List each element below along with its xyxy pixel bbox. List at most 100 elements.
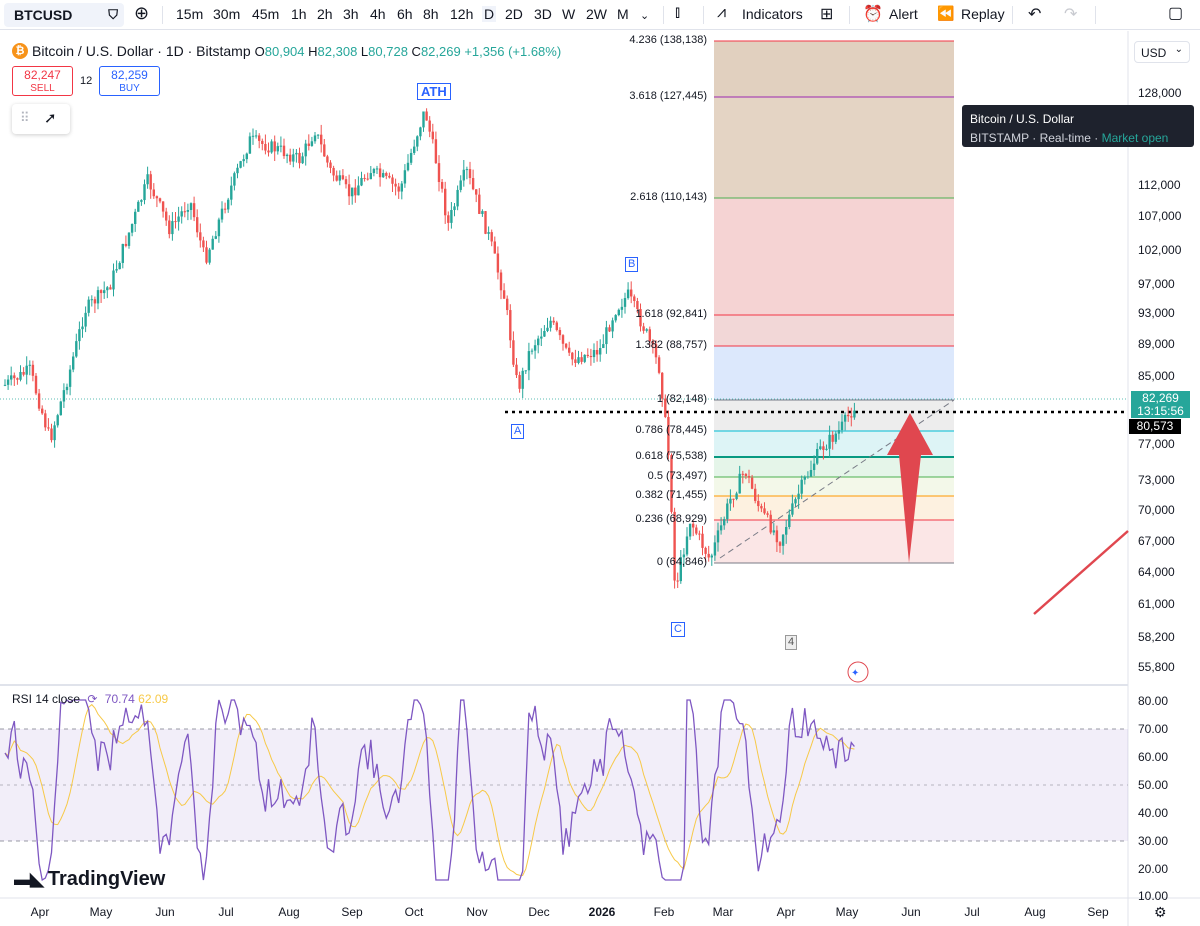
candle-body (264, 143, 267, 151)
candle-body (831, 434, 834, 442)
wave-label-ath[interactable]: ATH (417, 83, 451, 100)
candles-icon[interactable]: ⫾ (675, 4, 681, 21)
candle-body (502, 290, 506, 299)
time-tick: Jul (218, 905, 234, 919)
interval-30m[interactable]: 30m (213, 6, 241, 22)
rsi-tick: 10.00 (1138, 889, 1169, 903)
tradingview-logo[interactable]: ▬◣ TradingView (14, 868, 165, 891)
undo-icon[interactable]: ↶ (1028, 6, 1042, 23)
currency-selector[interactable]: USD ⌄ (1134, 41, 1190, 63)
candle-body (747, 475, 751, 478)
candle-body (738, 473, 741, 494)
candle-body (140, 200, 143, 202)
buy-button[interactable]: 82,259 BUY (99, 66, 160, 96)
up-arrow-drawing[interactable] (887, 413, 933, 563)
interval-4h[interactable]: 4h (370, 6, 386, 22)
interval-15m[interactable]: 15m (176, 6, 204, 22)
data-source-icon[interactable]: ⛉ (108, 7, 118, 22)
time-tick: May (89, 905, 113, 919)
rsi-tick: 80.00 (1138, 694, 1169, 708)
indicators-icon[interactable]: ⩘ (717, 4, 727, 21)
spread-value: 12 (80, 75, 93, 87)
fib-label-2618: 2.618 (110,143) (630, 191, 707, 203)
candle-body (437, 163, 441, 183)
drag-handle-icon[interactable]: ⠿ (20, 110, 30, 125)
time-tick: Apr (776, 905, 796, 919)
interval-6h[interactable]: 6h (397, 6, 413, 22)
candle-body (599, 348, 602, 355)
crosshair-price-tag: 80,573 (1129, 419, 1181, 434)
candle-body (391, 177, 394, 184)
candle-body (214, 236, 217, 239)
fib-extension-tool[interactable] (714, 40, 955, 564)
replay-icon[interactable]: ⏪ (937, 5, 955, 21)
price-tick: 102,000 (1138, 243, 1182, 257)
fullscreen-icon[interactable]: ▢ (1168, 5, 1184, 22)
interval-1w[interactable]: W (562, 6, 576, 22)
candle-body (13, 375, 16, 379)
wave-label-a[interactable]: A (511, 424, 525, 439)
fib-zone (714, 346, 954, 400)
wave-label-c[interactable]: C (671, 622, 685, 637)
candle-body (254, 135, 258, 137)
price-tick: 93,000 (1138, 306, 1175, 320)
candle-body (425, 111, 428, 121)
refresh-icon[interactable]: ⟳ (87, 692, 98, 706)
layout-grid-icon[interactable]: ⊞ (820, 6, 834, 23)
price-tick: 89,000 (1138, 337, 1175, 351)
symbol-title: Bitcoin / U.S. Dollar · 1D · Bitstamp (32, 43, 251, 59)
wave-label-b[interactable]: B (625, 257, 639, 272)
interval-45m[interactable]: 45m (252, 6, 280, 22)
candle-body (524, 370, 527, 372)
tooltip-title: Bitcoin / U.S. Dollar (970, 112, 1075, 126)
interval-2d[interactable]: 2D (505, 6, 523, 22)
candle-body (385, 173, 388, 176)
symbol-search-button[interactable]: BTCUSD ⛉ (4, 3, 124, 27)
price-tick: 64,000 (1138, 565, 1175, 579)
news-flag-icon[interactable] (847, 661, 869, 683)
indicators-button[interactable]: Indicators (742, 6, 803, 22)
candle-body (515, 364, 518, 376)
add-symbol-icon[interactable]: ⊕ (134, 3, 150, 23)
interval-1d[interactable]: D (482, 6, 497, 22)
candle-body (620, 306, 624, 310)
cursor-arrow-icon[interactable]: ➚ (44, 110, 57, 127)
interval-3h[interactable]: 3h (343, 6, 359, 22)
candle-body (667, 416, 670, 456)
candle-body (149, 174, 152, 190)
candle-body (87, 299, 90, 313)
candle-body (118, 262, 121, 270)
candle-body (158, 198, 162, 202)
interval-2h[interactable]: 2h (317, 6, 333, 22)
interval-2w[interactable]: 2W (586, 6, 607, 22)
alarm-clock-icon[interactable]: ⏰ (863, 6, 883, 23)
redo-icon[interactable]: ↷ (1064, 6, 1078, 23)
alert-button[interactable]: Alert (889, 6, 918, 22)
candle-body (382, 173, 385, 178)
candle-body (332, 167, 335, 176)
fib-zone (714, 477, 954, 496)
candle-body (475, 189, 478, 195)
wave-label-4[interactable]: 4 (785, 635, 798, 650)
interval-3d[interactable]: 3D (534, 6, 552, 22)
price-tick: 77,000 (1138, 437, 1175, 451)
interval-1h[interactable]: 1h (291, 6, 307, 22)
candle-body (664, 398, 667, 417)
trend-line-drawing[interactable] (1033, 530, 1129, 615)
time-tick: Sep (341, 905, 363, 919)
candle-body (847, 414, 850, 417)
interval-8h[interactable]: 8h (423, 6, 439, 22)
time-tick: May (835, 905, 859, 919)
candle-body (68, 369, 72, 387)
sell-button[interactable]: 82,247 SELL (12, 66, 73, 96)
interval-12h[interactable]: 12h (450, 6, 474, 22)
candle-body (645, 329, 648, 331)
replay-button[interactable]: Replay (961, 6, 1005, 22)
gear-icon[interactable]: ⚙ (1154, 904, 1167, 920)
chevron-down-icon[interactable]: ⌄ (640, 10, 650, 22)
candle-body (34, 375, 38, 394)
interval-1m[interactable]: M (617, 6, 629, 22)
candle-body (558, 329, 562, 336)
high-value: 82,308 (317, 43, 358, 59)
